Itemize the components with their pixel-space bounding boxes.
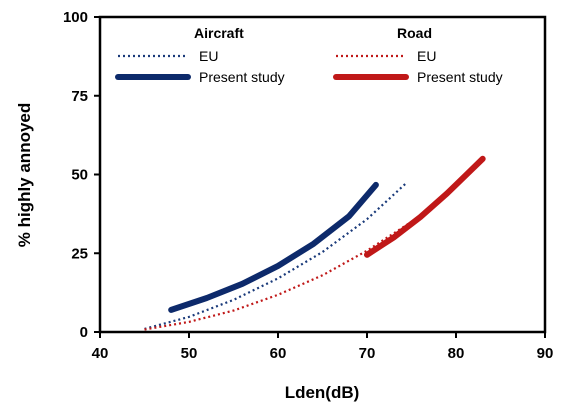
series-layer — [144, 155, 486, 331]
series-road-eu — [144, 220, 413, 331]
y-tick-label: 75 — [71, 88, 88, 105]
x-tick-label: 70 — [359, 345, 376, 362]
y-tick-label: 25 — [71, 245, 88, 262]
y-axis-title: % highly annoyed — [15, 103, 34, 248]
series-aircraft-eu — [144, 181, 408, 330]
legend-label-road-present: Present study — [417, 69, 503, 85]
x-tick-label: 50 — [181, 345, 198, 362]
series-aircraft-present-study — [168, 181, 379, 313]
x-axis-title: Lden(dB) — [285, 383, 360, 402]
y-tick-label: 0 — [80, 324, 88, 341]
axis-ticks: 40 50 60 70 80 90 0 25 50 75 100 — [63, 9, 553, 362]
x-tick-label: 60 — [270, 345, 287, 362]
x-tick-label: 80 — [448, 345, 465, 362]
x-tick-label: 40 — [92, 345, 109, 362]
legend-label-aircraft-eu: EU — [199, 48, 218, 64]
x-tick-label: 90 — [537, 345, 554, 362]
legend-label-road-eu: EU — [417, 48, 436, 64]
y-tick-label: 50 — [71, 167, 88, 184]
y-tick-label: 100 — [63, 9, 88, 26]
series-road-present-study — [364, 155, 486, 258]
legend-group-road: Road — [397, 25, 432, 41]
plot-area-frame — [98, 15, 547, 334]
legend: Aircraft Road EU Present study EU Presen… — [115, 25, 503, 85]
legend-label-aircraft-present: Present study — [199, 69, 285, 85]
legend-group-aircraft: Aircraft — [194, 25, 244, 41]
